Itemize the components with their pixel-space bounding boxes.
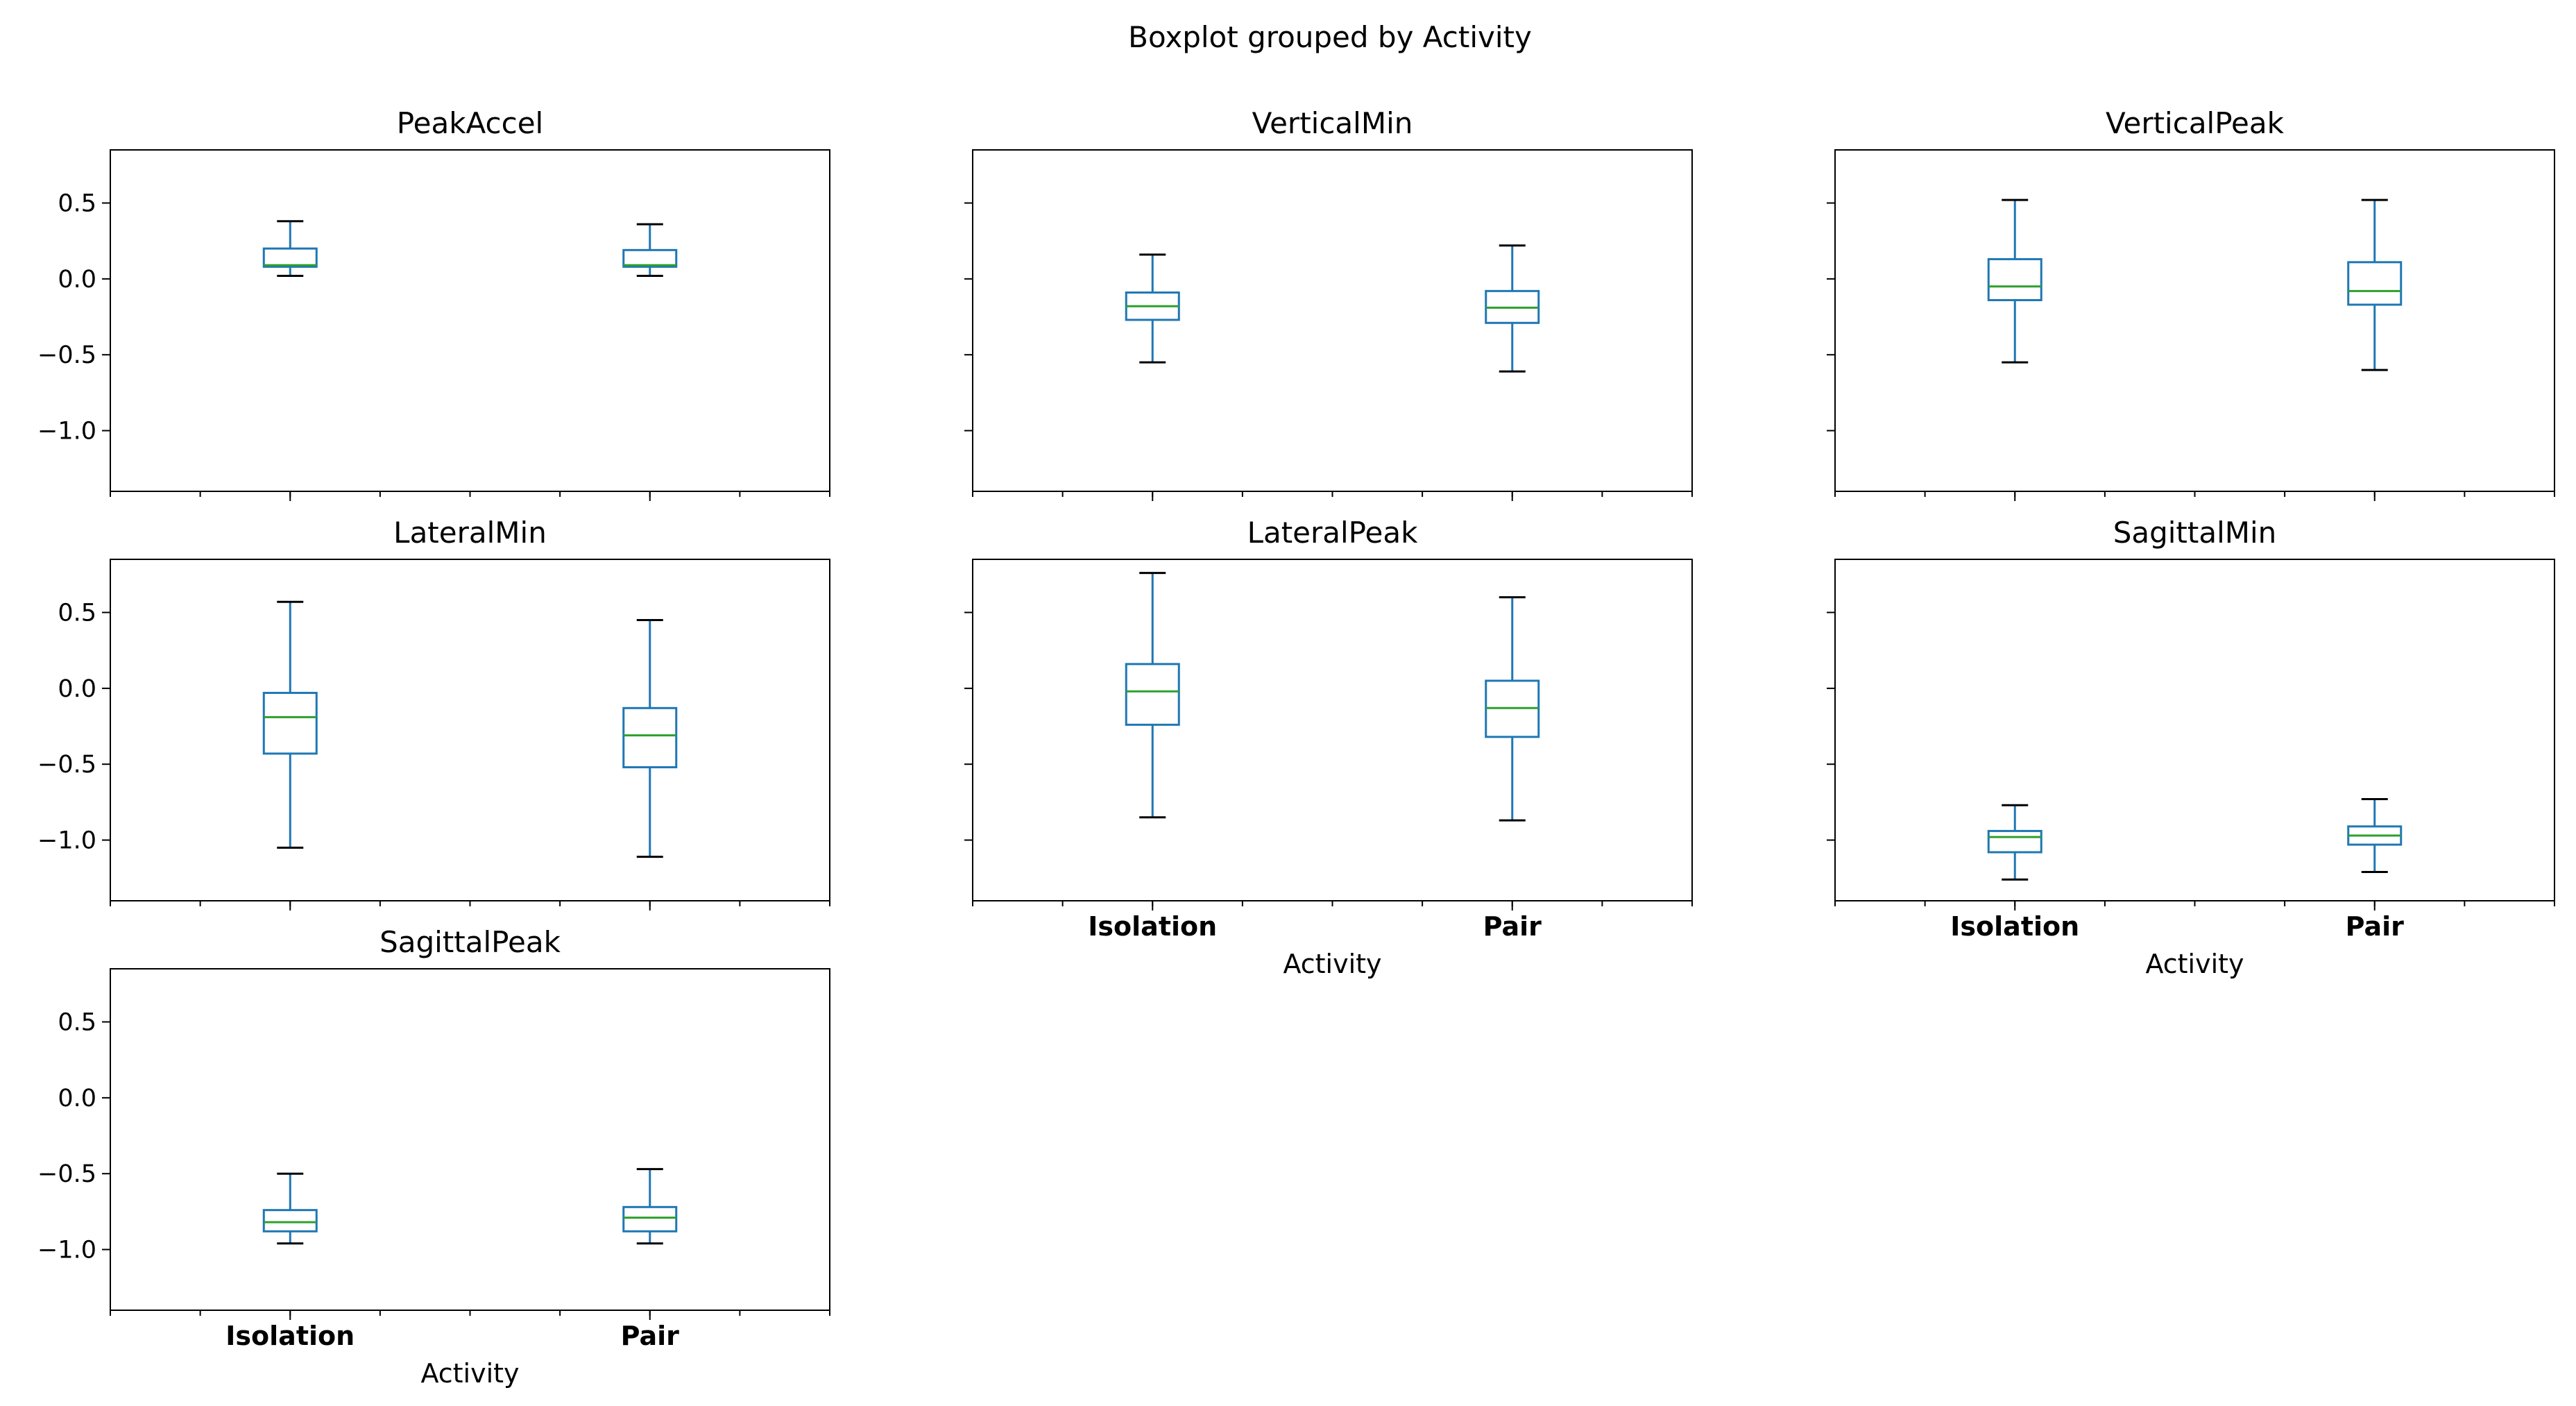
y-tick-label: 0.0 bbox=[58, 675, 96, 703]
iqr-box bbox=[262, 247, 318, 268]
box-pair bbox=[622, 1168, 678, 1245]
y-tick-label: −1.0 bbox=[37, 1237, 96, 1264]
box-isolation bbox=[1987, 804, 2042, 881]
iqr-box bbox=[262, 1209, 318, 1233]
box-pair bbox=[2347, 198, 2403, 371]
iqr-box bbox=[1125, 663, 1180, 726]
subplot-title: LateralPeak bbox=[1247, 516, 1419, 550]
subplot-verticalpeak: VerticalPeak bbox=[1827, 106, 2555, 501]
subplot-peakaccel: PeakAccel −1.0 −0.5 0.0 0.5 bbox=[37, 106, 830, 501]
axes-frame bbox=[110, 968, 830, 1311]
axes-frame bbox=[1834, 149, 2555, 492]
y-tick-label: −0.5 bbox=[37, 1160, 96, 1188]
y-tick-label: 0.5 bbox=[58, 600, 96, 627]
y-tick-label: −1.0 bbox=[37, 827, 96, 855]
y-tick-label: 0.0 bbox=[58, 266, 96, 294]
box-isolation bbox=[262, 600, 318, 849]
subplot-title: LateralMin bbox=[393, 516, 547, 550]
subplot-sagittalmin: SagittalMin Isolation Pair Activity bbox=[1827, 516, 2555, 979]
box-isolation bbox=[1987, 198, 2042, 364]
y-tick-label: 0.5 bbox=[58, 1009, 96, 1037]
axes-frame bbox=[110, 559, 830, 901]
subplot-lateralmin: LateralMin −1.0 −0.5 0.0 0.5 bbox=[37, 516, 830, 910]
iqr-box bbox=[622, 706, 678, 769]
x-axis-label: Activity bbox=[1283, 949, 1381, 979]
subplot-title: VerticalPeak bbox=[2106, 106, 2285, 140]
subplot-lateralpeak: LateralPeak Isolation Pair Activity bbox=[964, 516, 1693, 979]
x-axis-label: Activity bbox=[420, 1358, 519, 1389]
y-tick-label: −0.5 bbox=[37, 341, 96, 369]
iqr-box bbox=[622, 1205, 678, 1233]
box-isolation bbox=[262, 220, 318, 277]
iqr-box bbox=[1987, 257, 2042, 301]
box-pair bbox=[2347, 797, 2403, 873]
y-tick-label: −0.5 bbox=[37, 751, 96, 779]
iqr-box bbox=[2347, 261, 2403, 306]
axes-frame bbox=[1834, 559, 2555, 901]
axes-frame bbox=[972, 149, 1693, 492]
subplot-title: VerticalMin bbox=[1252, 106, 1413, 140]
x-tick-label-pair: Pair bbox=[621, 1321, 679, 1351]
box-isolation bbox=[1125, 572, 1180, 819]
x-tick-label-pair: Pair bbox=[1483, 911, 1542, 942]
x-tick-label-pair: Pair bbox=[2346, 911, 2404, 942]
subplot-grid: PeakAccel −1.0 −0.5 0.0 0.5 VerticalMin Vertic… bbox=[37, 106, 2555, 1389]
axes-frame bbox=[972, 559, 1693, 901]
box-isolation bbox=[262, 1172, 318, 1245]
x-axis-label: Activity bbox=[2145, 949, 2244, 979]
subplot-title: SagittalPeak bbox=[379, 925, 561, 959]
subplot-title: SagittalMin bbox=[2113, 516, 2277, 550]
x-tick-label-isolation: Isolation bbox=[1950, 911, 2079, 942]
subplot-sagittalpeak: SagittalPeak −1.0 −0.5 0.0 0.5 Isolation Pair A… bbox=[37, 925, 830, 1389]
box-pair bbox=[1485, 244, 1540, 373]
x-tick-label-isolation: Isolation bbox=[225, 1321, 355, 1351]
iqr-box bbox=[622, 248, 678, 268]
x-tick-label-isolation: Isolation bbox=[1088, 911, 1217, 942]
y-tick-label: 0.5 bbox=[58, 190, 96, 218]
box-pair bbox=[622, 223, 678, 277]
iqr-box bbox=[262, 691, 318, 755]
axes-frame bbox=[110, 149, 830, 492]
box-pair bbox=[622, 618, 678, 858]
subplot-verticalmin: VerticalMin bbox=[964, 106, 1693, 501]
iqr-box bbox=[1987, 829, 2042, 854]
box-isolation bbox=[1125, 253, 1180, 364]
y-tick-label: −1.0 bbox=[37, 418, 96, 446]
y-tick-label: 0.0 bbox=[58, 1085, 96, 1112]
subplot-title: PeakAccel bbox=[397, 106, 543, 140]
box-pair bbox=[1485, 596, 1540, 822]
figure-title: Boxplot grouped by Activity bbox=[1128, 20, 1532, 54]
